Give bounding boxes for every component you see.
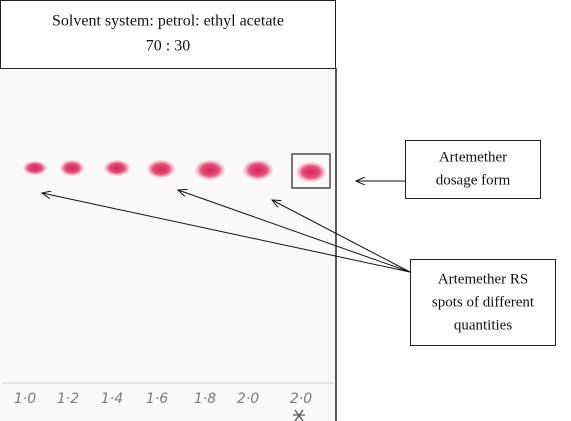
spots [23,160,326,182]
header-title: Solvent system: petrol: ethyl acetate [52,13,284,30]
callout-text: Artemether [439,149,507,165]
plate [0,68,336,421]
header-ratio: 70 : 30 [146,38,190,55]
callout-box [410,259,556,346]
arrow [42,193,411,273]
arrow [272,200,411,273]
lane-label: 1·0 [14,391,36,407]
spot [147,160,175,178]
callout-text: spots of different [432,294,535,310]
callout-text: Artemether RS [438,271,528,287]
callout-text: quantities [454,317,512,333]
lane-label: 1·6 [146,391,168,407]
lane-labels: 1·0 1·2 1·4 1·6 1·8 2·0 2·0 [14,391,312,407]
spot [23,161,47,175]
callout-text: dosage form [436,172,511,188]
spot [296,162,326,182]
lane-label: 1·8 [194,391,216,407]
lane-label: 1·2 [57,391,79,407]
star [293,409,305,421]
spot [243,160,273,180]
lane-label: 2·0 [290,391,312,407]
dosage-box [291,153,331,189]
spot [104,160,130,176]
callout-box [405,140,541,199]
spot [60,160,84,176]
lane-label: 1·4 [101,391,123,407]
arrow [178,190,411,273]
spot [195,160,225,180]
header-box [0,0,336,69]
lane-label: 2·0 [237,391,259,407]
